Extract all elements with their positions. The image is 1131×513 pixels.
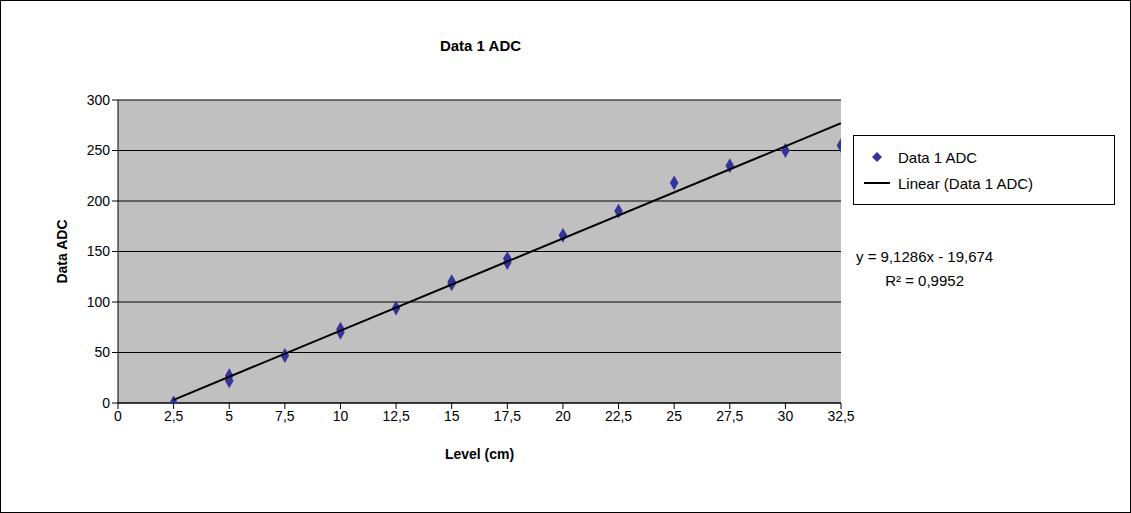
svg-text:5: 5 — [225, 408, 233, 424]
svg-text:25: 25 — [666, 408, 682, 424]
svg-text:32,5: 32,5 — [827, 408, 854, 424]
svg-text:Level (cm): Level (cm) — [445, 446, 514, 462]
svg-text:50: 50 — [94, 344, 110, 360]
svg-text:12,5: 12,5 — [382, 408, 409, 424]
svg-text:20: 20 — [555, 408, 571, 424]
html-text:R² = 0,9952: R² = 0,9952 — [885, 272, 964, 289]
svg-text:2,5: 2,5 — [164, 408, 184, 424]
html-text:Linear (Data 1 ADC): Linear (Data 1 ADC) — [898, 174, 1034, 192]
svg-text:7,5: 7,5 — [275, 408, 295, 424]
svg-text:150: 150 — [87, 243, 111, 259]
html-text:Data 1 ADC: Data 1 ADC — [439, 37, 522, 54]
svg-text:200: 200 — [87, 193, 111, 209]
svg-text:17,5: 17,5 — [494, 408, 521, 424]
svg-text:15: 15 — [444, 408, 460, 424]
svg-text:250: 250 — [87, 142, 111, 158]
svg-text:27,5: 27,5 — [716, 408, 743, 424]
svg-text:0: 0 — [114, 408, 122, 424]
svg-text:30: 30 — [778, 408, 794, 424]
html-text:Data 1 ADC: Data 1 ADC — [898, 148, 978, 166]
svg-text:10: 10 — [333, 408, 349, 424]
svg-text:300: 300 — [87, 92, 111, 108]
html-text:y = 9,1286x - 19,674: y = 9,1286x - 19,674 — [856, 248, 994, 265]
svg-text:Data ADC: Data ADC — [54, 219, 70, 283]
svg-text:0: 0 — [102, 395, 110, 411]
svg-text:22,5: 22,5 — [605, 408, 632, 424]
svg-text:100: 100 — [87, 294, 111, 310]
